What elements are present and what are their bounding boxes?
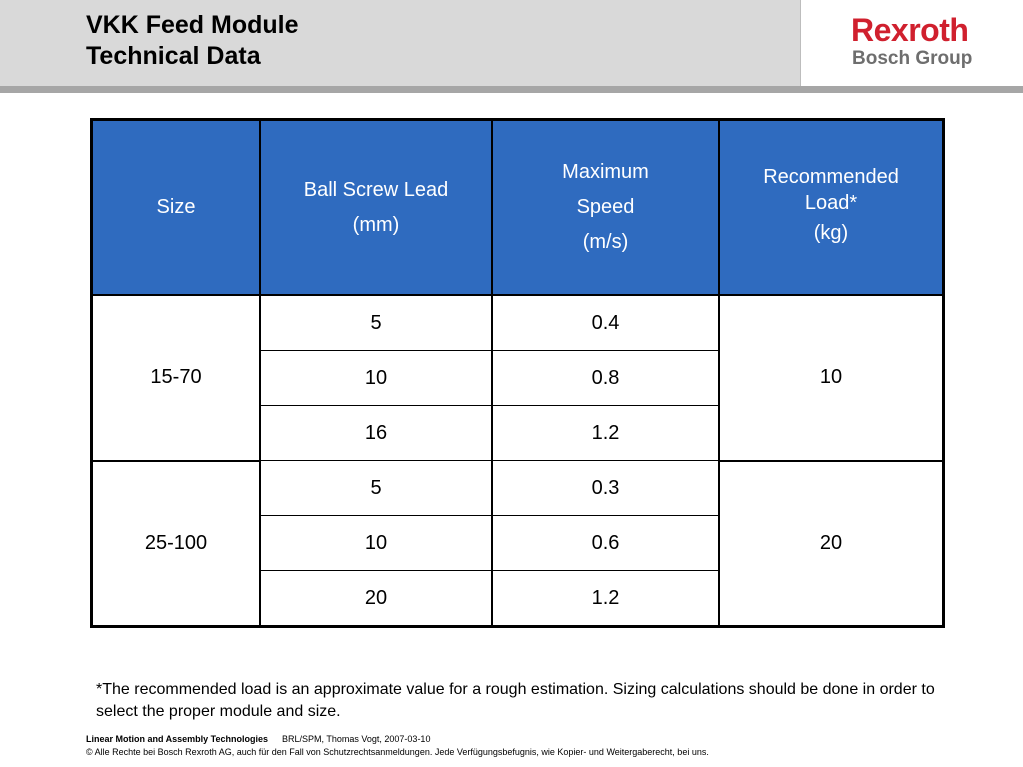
table-row: 10 0.6 [92, 515, 944, 571]
speed-cell: 1.2 [491, 570, 720, 627]
header-ball-screw-lead: Ball Screw Lead (mm) [259, 118, 493, 296]
lead-cell: 20 [259, 570, 493, 627]
table-row: 25-100 5 0.3 20 [90, 459, 945, 628]
footer-copyright: © Alle Rechte bei Bosch Rexroth AG, auch… [86, 747, 709, 757]
table-row: 16 1.2 [92, 405, 944, 461]
size-cell: 25-100 [90, 459, 261, 628]
table-header-row: Size Ball Screw Lead (mm) Maximum Speed … [90, 118, 945, 296]
header-size-label: Size [156, 196, 196, 218]
table-row: 20 1.2 [92, 570, 944, 627]
logo-subtitle: Bosch Group [852, 48, 973, 69]
title-line-2: Technical Data [86, 42, 261, 70]
load-cell: 10 [718, 294, 945, 462]
size-cell: 15-70 [90, 294, 261, 462]
header-recommended-load: Recommended Load* (kg) [718, 118, 945, 296]
lead-cell: 5 [259, 294, 493, 351]
page-footer: Linear Motion and Assembly Technologies B… [86, 733, 709, 759]
speed-cell: 0.4 [491, 294, 720, 351]
lead-cell: 10 [259, 350, 493, 406]
speed-cell: 0.3 [491, 460, 720, 516]
header-size: Size [90, 118, 261, 296]
footnote: *The recommended load is an approximate … [96, 681, 935, 720]
header-max-speed: Maximum Speed (m/s) [491, 118, 720, 296]
footer-line-1: Linear Motion and Assembly Technologies B… [86, 733, 709, 746]
lead-cell: 10 [259, 515, 493, 571]
lead-cell: 5 [259, 460, 493, 516]
header-lead-label: Ball Screw Lead [303, 178, 449, 201]
footer-ref: BRL/SPM, Thomas Vogt, 2007-03-10 [282, 734, 431, 744]
speed-cell: 0.8 [491, 350, 720, 406]
page-title: VKK Feed Module Technical Data [86, 10, 299, 72]
header-speed-label-2: Speed [576, 196, 635, 218]
header-speed-unit: (m/s) [582, 231, 629, 253]
brand-logo: Rexroth Bosch Group [800, 0, 1023, 86]
technical-data-table: Size Ball Screw Lead (mm) Maximum Speed … [90, 118, 945, 628]
header-load-label: Recommended Load* [763, 166, 899, 214]
title-line-1: VKK Feed Module [86, 11, 299, 39]
header-load-unit: (kg) [813, 222, 849, 244]
table-row: 10 0.8 [92, 350, 944, 406]
header-lead-unit: (mm) [352, 213, 400, 236]
load-cell: 20 [718, 459, 945, 628]
header-divider [0, 86, 1023, 93]
speed-cell: 0.6 [491, 515, 720, 571]
footer-org: Linear Motion and Assembly Technologies [86, 734, 269, 744]
lead-cell: 16 [259, 405, 493, 461]
speed-cell: 1.2 [491, 405, 720, 461]
logo-wordmark: Rexroth [851, 12, 969, 48]
header-speed-label-1: Maximum [562, 161, 649, 183]
table-row: 15-70 5 0.4 10 [90, 294, 945, 462]
header-bar: VKK Feed Module Technical Data [0, 0, 800, 86]
